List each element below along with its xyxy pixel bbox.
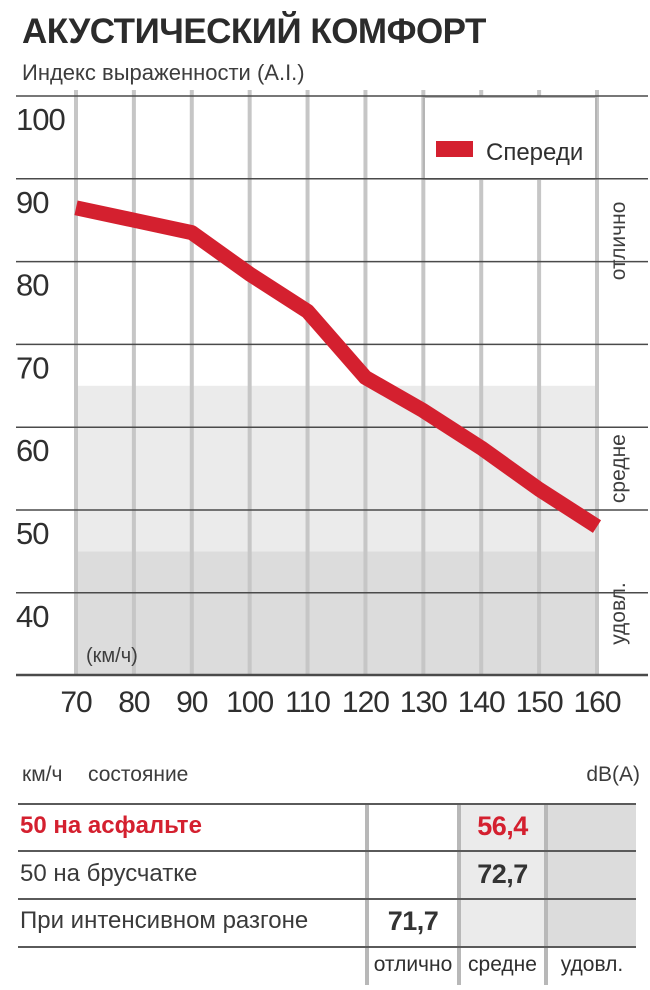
rating-label-otlichno: отлично: [373, 953, 453, 976]
y-axis-title: Индекс выраженности (A.I.): [22, 60, 305, 85]
noise-table: км/ч состояние dB(A) 50 на асфальте 50 н…: [0, 755, 650, 990]
page-title: АКУСТИЧЕСКИЙ КОМФОРТ: [22, 12, 486, 51]
row-divider: [18, 850, 636, 852]
x-tick-label: 120: [342, 686, 389, 719]
x-tick-label: 110: [285, 686, 330, 719]
rating-label-sredne: средне: [468, 953, 537, 976]
line-chart: 40 50 60 70 80 90 100 70 80 90 100 110 120 130 140 150 1…: [16, 90, 648, 719]
table-header-state: состояние: [88, 763, 189, 786]
zone-label-средне: средне: [607, 434, 630, 503]
x-tick-label: 160: [573, 686, 620, 719]
x-tick-label: 70: [60, 686, 92, 719]
x-tick-label: 130: [400, 686, 447, 719]
x-tick-label: 100: [226, 686, 273, 719]
column-separator: [544, 803, 548, 985]
x-tick-label: 90: [176, 686, 208, 719]
row-divider: [18, 803, 636, 805]
y-tick-label: 70: [16, 350, 49, 385]
table-value-cobblestone: 72,7: [477, 859, 528, 889]
table-header-dba: dB(A): [586, 763, 640, 786]
table-value-acceleration: 71,7: [387, 906, 439, 936]
zone-band-удовл: [76, 551, 599, 676]
y-tick-label: 60: [16, 433, 49, 468]
y-tick-label: 80: [16, 268, 49, 303]
table-row-label: 50 на асфальте: [20, 812, 202, 839]
x-tick-label: 150: [516, 686, 563, 719]
legend-swatch: [436, 141, 473, 157]
y-tick-label: 100: [16, 102, 65, 137]
column-bg-sredne: [461, 803, 544, 946]
column-separator: [365, 803, 369, 985]
y-tick-label: 50: [16, 516, 49, 551]
y-tick-label: 90: [16, 185, 49, 220]
rating-label-udovl: удовл.: [560, 953, 624, 976]
table-header-kmh: км/ч: [22, 763, 63, 786]
column-bg-udovl: [548, 803, 636, 946]
row-divider: [18, 898, 636, 900]
row-divider: [18, 946, 636, 948]
table-row-label: При интенсивном разгоне: [20, 907, 309, 934]
column-separator: [457, 803, 461, 985]
table-value-asphalt: 56,4: [477, 811, 528, 841]
x-tick-label: 140: [458, 686, 505, 719]
x-unit-label: (км/ч): [86, 645, 138, 667]
zone-label-отлично: отлично: [607, 202, 630, 281]
legend-box: [423, 96, 597, 180]
y-tick-label: 40: [16, 599, 49, 634]
table-row-label: 50 на брусчатке: [20, 860, 198, 887]
zone-label-удовл: удовл.: [607, 582, 630, 645]
legend-label: Спереди: [486, 139, 583, 166]
x-tick-label: 80: [118, 686, 150, 719]
data-line-speredi: [74, 200, 602, 533]
